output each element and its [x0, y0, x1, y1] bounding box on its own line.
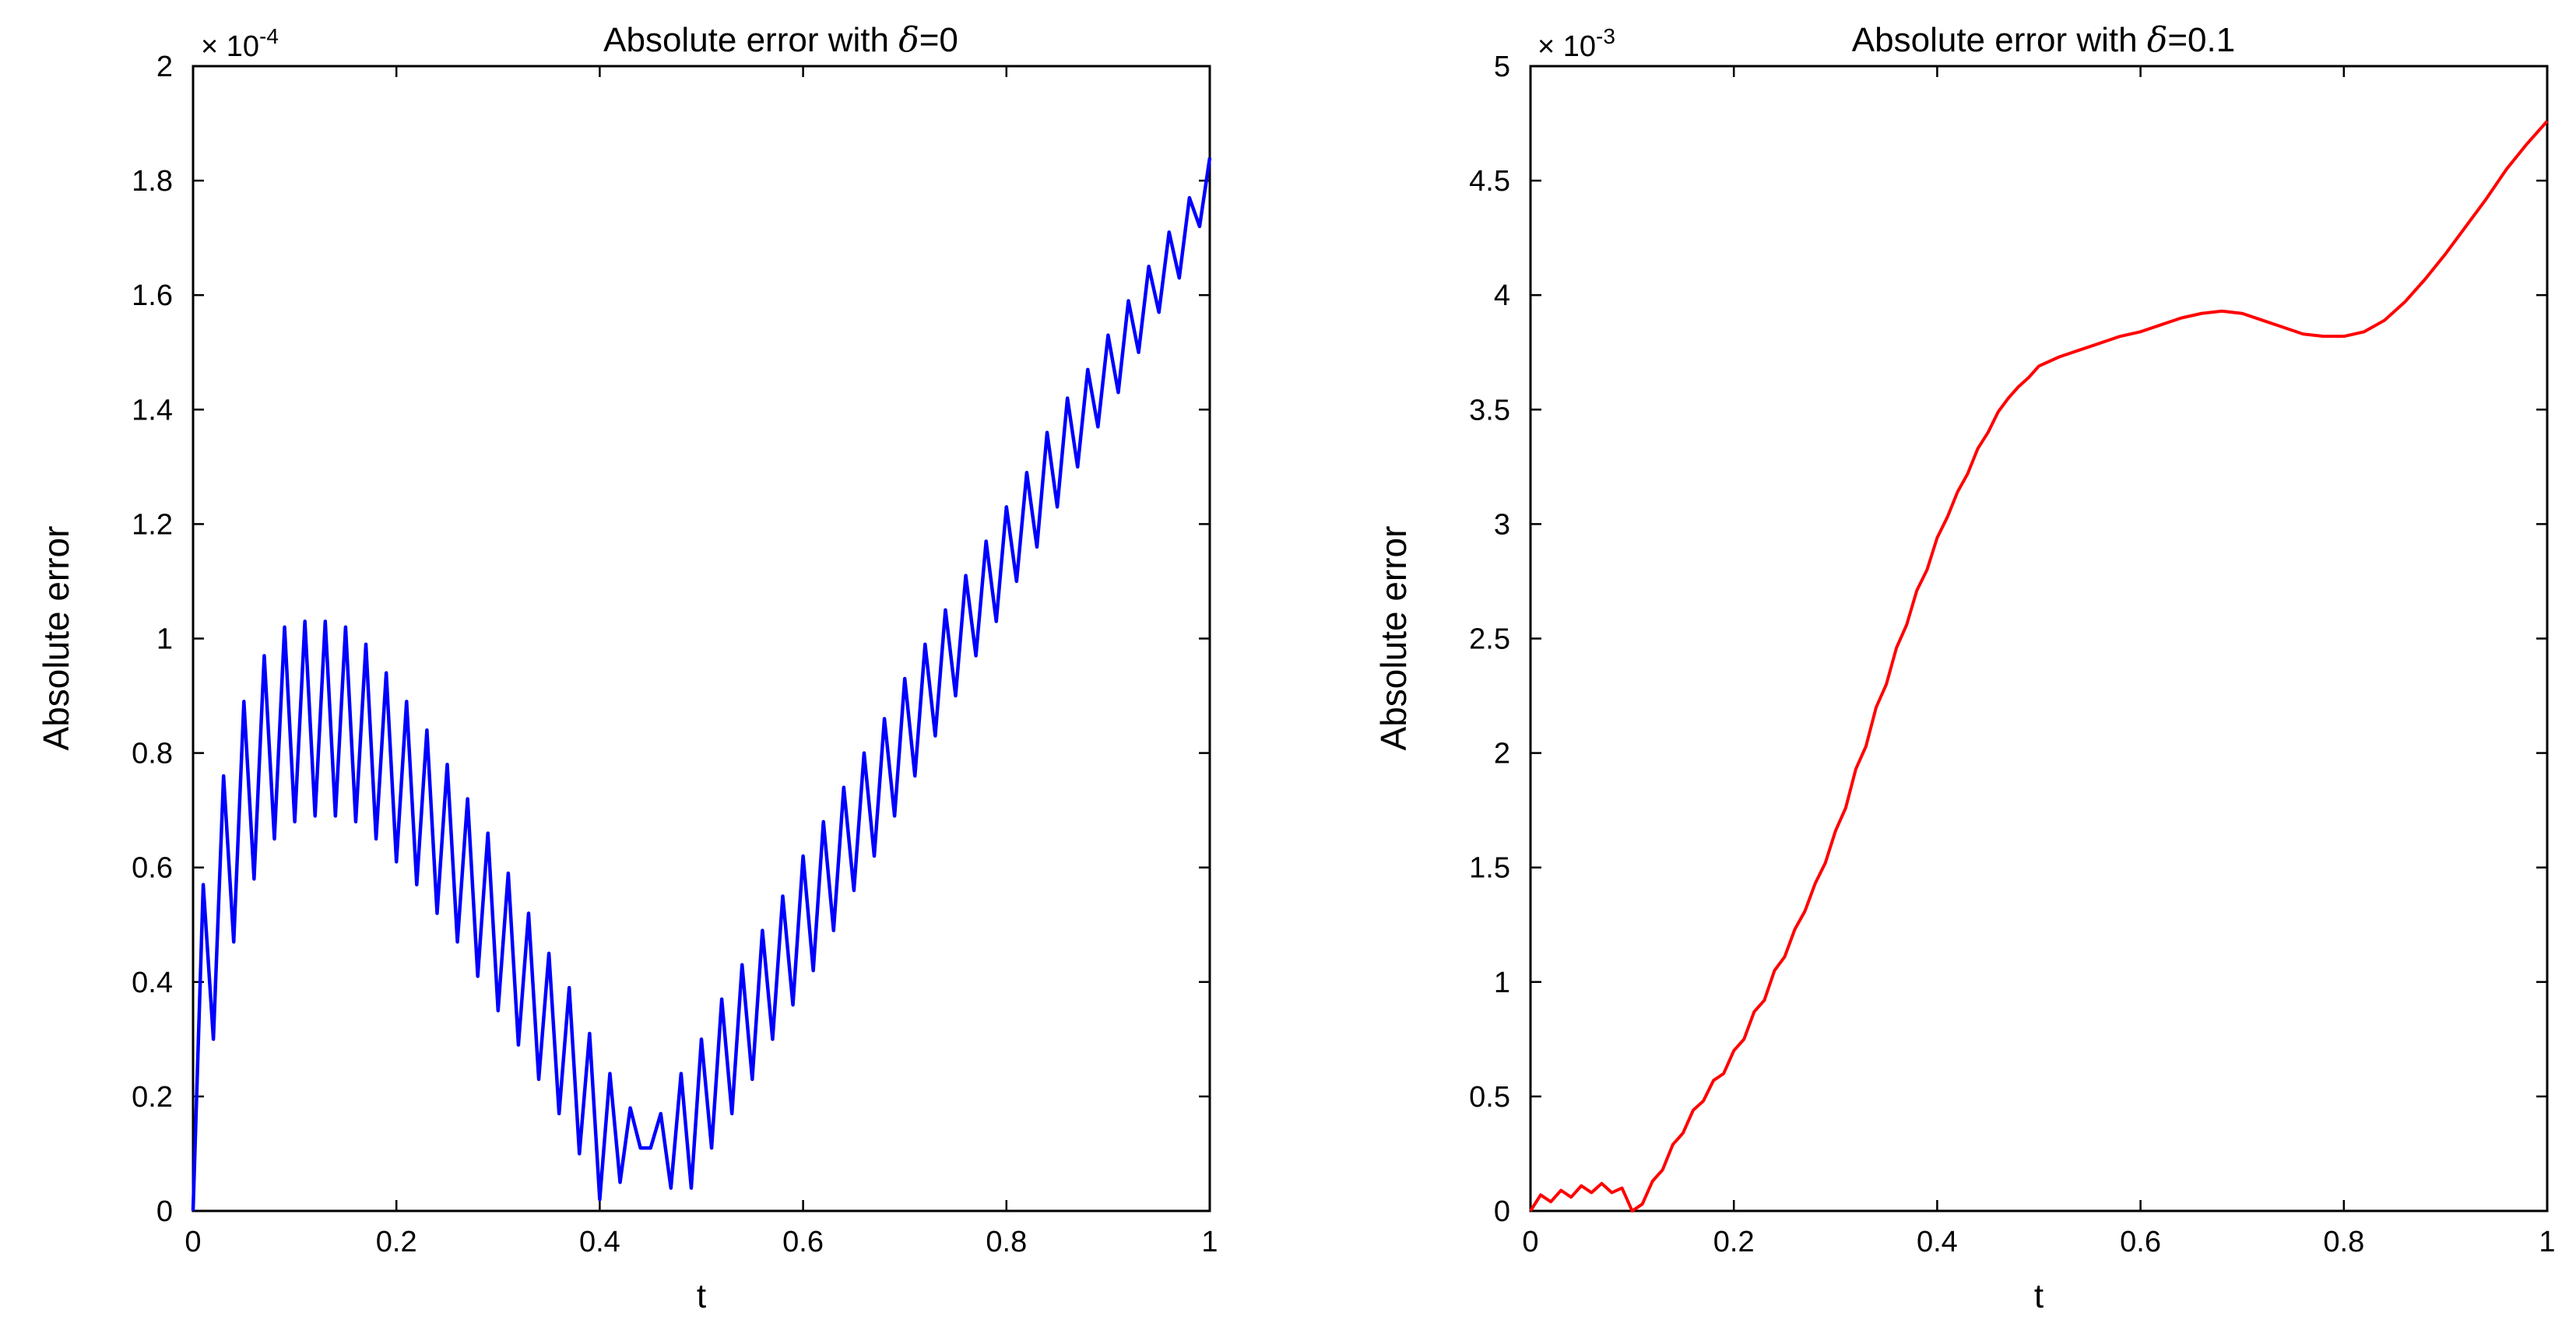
right-ytick-label: 1.5 [1469, 852, 1510, 885]
left-ytick-label: 1.6 [132, 279, 173, 312]
chart-left-x-tick-labels: 0 0.2 0.4 0.6 0.8 1 [185, 1226, 1218, 1258]
left-ytick-label: 0.4 [132, 967, 173, 999]
left-ytick-label: 0.2 [132, 1081, 173, 1114]
left-ytick-label: 0 [156, 1195, 173, 1228]
chart-right: Absolute error with δ=0.1 × 10-3 0 0.5 1 1.… [1373, 20, 2556, 1315]
left-xtick-label: 0.6 [782, 1226, 824, 1258]
right-xtick-label: 1 [2539, 1226, 2555, 1258]
right-ytick-label: 0 [1494, 1195, 1510, 1228]
left-ytick-label: 0.6 [132, 852, 173, 885]
left-xtick-label: 0.8 [986, 1226, 1027, 1258]
right-xtick-label: 0.4 [1917, 1226, 1958, 1258]
left-xtick-label: 0.4 [579, 1226, 620, 1258]
left-ytick-label: 1.8 [132, 165, 173, 198]
chart-left-ylabel: Absolute error [36, 526, 76, 751]
right-ytick-label: 3 [1494, 508, 1510, 541]
left-ytick-label: 1.4 [132, 394, 173, 426]
chart-right-ylabel: Absolute error [1373, 526, 1414, 751]
chart-right-xlabel: t [2034, 1277, 2044, 1315]
chart-left: Absolute error with δ=0 × 10-4 0 0.2 0.4 0.… [36, 20, 1218, 1315]
chart-right-y-tick-labels: 0 0.5 1 1.5 2 2.5 3 3.5 4 4.5 5 [1469, 51, 1510, 1228]
right-ytick-label: 3.5 [1469, 394, 1510, 426]
right-xtick-label: 0.6 [2120, 1226, 2161, 1258]
left-xtick-label: 0.2 [376, 1226, 417, 1258]
chart-left-xlabel: t [697, 1277, 706, 1315]
right-ytick-label: 4 [1494, 279, 1510, 312]
chart-right-axes [1529, 65, 2549, 1212]
chart-left-title: Absolute error with δ=0 [603, 20, 958, 60]
chart-right-y-multiplier: × 10-3 [1538, 24, 1615, 63]
right-xtick-label: 0 [1522, 1226, 1538, 1258]
left-ytick-label: 1.2 [132, 508, 173, 541]
chart-left-y-multiplier: × 10-4 [201, 24, 279, 63]
chart-right-x-tick-labels: 0 0.2 0.4 0.6 0.8 1 [1522, 1226, 2555, 1258]
chart-right-title: Absolute error with δ=0.1 [1852, 20, 2235, 60]
chart-right-y-ticks [1530, 65, 2547, 1212]
chart-left-y-ticks [193, 65, 1210, 1212]
left-xtick-label: 0 [185, 1226, 201, 1258]
right-ytick-label: 0.5 [1469, 1081, 1510, 1114]
chart-left-x-ticks [192, 66, 1211, 1211]
right-xtick-label: 0.8 [2323, 1226, 2364, 1258]
right-ytick-label: 4.5 [1469, 165, 1510, 198]
right-ytick-label: 2.5 [1469, 623, 1510, 656]
right-ytick-label: 1 [1494, 967, 1510, 999]
chart-right-series-line [1529, 120, 2549, 1212]
chart-right-x-ticks [1529, 66, 2549, 1211]
left-ytick-label: 1 [156, 623, 173, 656]
right-ytick-label: 2 [1494, 738, 1510, 770]
left-xtick-label: 1 [1201, 1226, 1218, 1258]
right-xtick-label: 0.2 [1713, 1226, 1755, 1258]
chart-left-y-tick-labels: 0 0.2 0.4 0.6 0.8 1 1.2 1.4 1.6 1.8 2 [132, 51, 173, 1228]
left-ytick-label: 2 [156, 51, 173, 83]
right-ytick-label: 5 [1494, 51, 1510, 83]
chart-left-series-line [191, 157, 1212, 1212]
left-ytick-label: 0.8 [132, 738, 173, 770]
